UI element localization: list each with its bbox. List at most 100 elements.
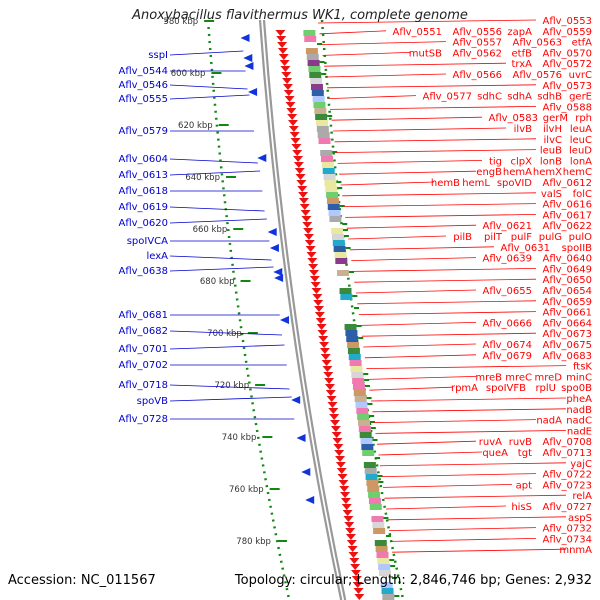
outer-track-mark [336,181,342,183]
left-label-leader [169,330,282,336]
forward-gene-arrow [295,174,306,180]
right-gene-label: mnmA [559,545,592,556]
cog-category-block [334,252,347,258]
right-gene-label: mreB [475,372,502,383]
right-gene-label: Aflv_0661 [542,308,592,319]
right-label-leader [376,440,477,445]
right-gene-label: Aflv_0734 [542,534,592,545]
cog-category-block [320,150,333,156]
right-label-leader [331,116,483,121]
cog-category-block [353,390,366,396]
forward-gene-arrow [294,168,305,174]
right-gene-label: mutSB [409,48,442,59]
forward-gene-arrow [324,384,335,390]
cog-category-block [322,168,335,174]
right-label-leader [348,235,447,240]
cog-category-block [365,474,378,480]
cog-category-block [376,552,389,558]
right-label-leader [367,376,477,380]
forward-gene-arrow [303,228,314,234]
outer-track-mark [339,205,345,207]
forward-gene-arrow [345,534,356,540]
left-label-leader [169,206,265,212]
outer-track-mark [383,517,389,519]
right-label-leader [375,430,567,434]
right-label-leader [324,62,507,67]
forward-gene-arrow [301,216,312,222]
forward-gene-arrow [298,192,309,198]
reverse-gene-arrow [243,54,253,62]
outer-track-mark [317,43,323,45]
right-gene-label: Aflv_0553 [542,16,592,27]
forward-gene-arrow [330,426,341,432]
right-gene-label: Aflv_0679 [482,351,532,362]
left-gene-label: Aflv_0544 [118,66,168,77]
cog-category-block [304,36,317,42]
kbp-tick-label: 720 kbp [214,381,249,391]
outer-track-mark [352,295,358,297]
kbp-tick-label: 620 kbp [178,121,213,131]
right-gene-label: pheA [566,394,592,405]
cog-category-block [345,330,358,336]
cog-category-block [318,138,331,144]
cog-category-block [362,450,375,456]
right-label-leader [317,19,537,24]
right-label-leader [392,548,567,553]
right-label-leader [351,257,477,261]
cog-category-block [360,438,373,444]
right-gene-label: mreC [505,372,532,383]
forward-gene-arrow [277,48,288,54]
right-label-leader [319,30,387,35]
left-label-leader [169,255,272,261]
left-label-leader [169,170,261,176]
right-label-leader [333,127,507,132]
forward-gene-arrow [325,390,336,396]
outer-track-mark [354,307,360,309]
cog-category-block [355,402,368,408]
left-gene-label: Aflv_0555 [118,94,168,105]
forward-gene-arrow [278,54,289,60]
right-label-leader [336,149,537,153]
left-gene-label: Aflv_0618 [118,186,168,197]
kbp-tick-label: 640 kbp [185,173,220,183]
left-gene-label: Aflv_0681 [118,310,168,321]
forward-gene-arrow [276,36,287,42]
cog-category-block [374,540,387,546]
forward-gene-arrow [314,306,325,312]
kbp-tick-label: 740 kbp [222,433,257,443]
right-gene-label: zapA [507,27,532,38]
cog-category-block [309,72,322,78]
forward-gene-arrow [336,468,347,474]
forward-gene-arrow [315,318,326,324]
right-gene-label: Aflv_0577 [422,92,472,103]
cog-category-block [372,522,385,528]
right-gene-label: etfB [512,48,533,59]
right-gene-label: Aflv_0722 [542,470,592,481]
right-label-leader [379,462,567,467]
right-gene-label: spo0B [561,383,592,394]
right-gene-label: queA [482,448,508,459]
cog-category-block [306,54,319,60]
right-gene-label: folC [573,189,592,200]
right-gene-label: Aflv_0616 [542,200,592,211]
cog-category-block [366,480,379,486]
right-gene-label: aspS [568,513,592,524]
right-gene-label: Aflv_0674 [482,340,532,351]
forward-gene-arrow [293,156,304,162]
kbp-tick-label: 660 kbp [193,225,228,235]
backbone-line-1 [262,19,347,600]
forward-gene-arrow [309,270,319,276]
right-gene-label: sdhA [507,92,532,103]
outer-track-mark [321,73,327,75]
guide-lines [206,19,405,600]
right-label-leader [322,52,411,56]
forward-gene-arrow [333,444,344,450]
left-gene-label: Aflv_0613 [118,170,168,181]
forward-gene-arrow [288,126,299,132]
right-label-leader [346,224,477,229]
kbp-tick-label: 600 kbp [171,69,206,79]
right-label-leader [378,451,483,456]
forward-gene-arrow [293,162,304,168]
guide-arc-1 [320,19,405,600]
forward-gene-arrow [322,366,333,372]
